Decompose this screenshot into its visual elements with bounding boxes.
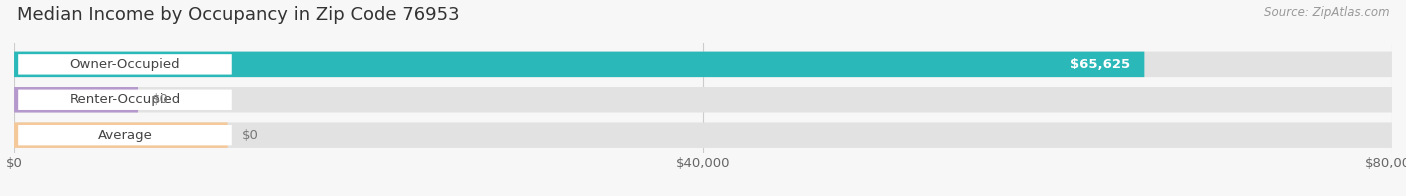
FancyBboxPatch shape xyxy=(14,87,138,113)
Text: Owner-Occupied: Owner-Occupied xyxy=(70,58,180,71)
FancyBboxPatch shape xyxy=(14,52,1144,77)
Text: $0: $0 xyxy=(242,129,259,142)
Text: Source: ZipAtlas.com: Source: ZipAtlas.com xyxy=(1264,6,1389,19)
FancyBboxPatch shape xyxy=(18,90,232,110)
FancyBboxPatch shape xyxy=(18,125,232,145)
Text: Median Income by Occupancy in Zip Code 76953: Median Income by Occupancy in Zip Code 7… xyxy=(17,6,460,24)
FancyBboxPatch shape xyxy=(14,52,1392,77)
FancyBboxPatch shape xyxy=(14,87,1392,113)
FancyBboxPatch shape xyxy=(14,122,228,148)
Text: Renter-Occupied: Renter-Occupied xyxy=(69,93,180,106)
Text: $65,625: $65,625 xyxy=(1070,58,1130,71)
Text: $0: $0 xyxy=(152,93,169,106)
FancyBboxPatch shape xyxy=(14,122,1392,148)
FancyBboxPatch shape xyxy=(18,54,232,74)
Text: Average: Average xyxy=(97,129,152,142)
